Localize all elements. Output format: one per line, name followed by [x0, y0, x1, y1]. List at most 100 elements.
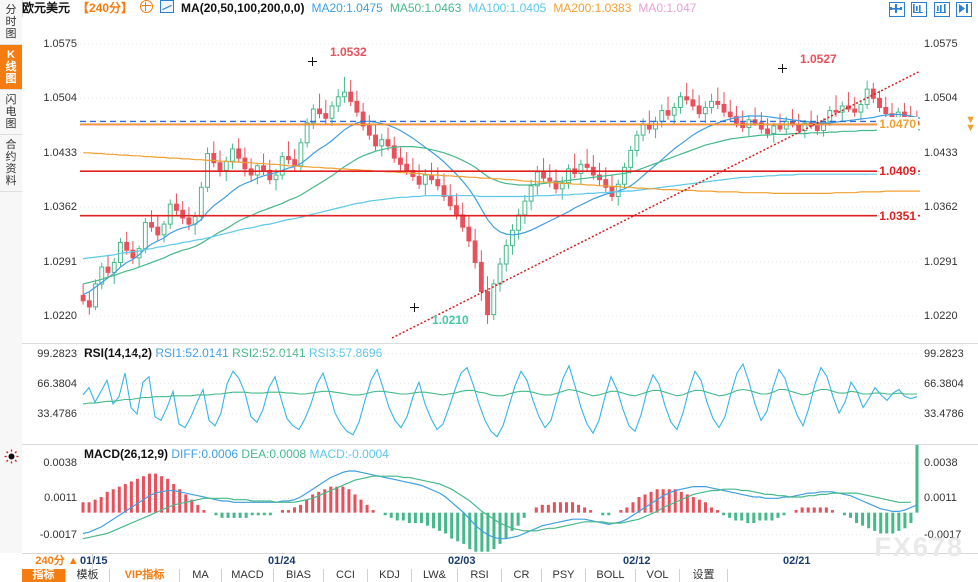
- pane-divider-1: [22, 343, 978, 344]
- toolbar-item-5[interactable]: BIAS: [274, 569, 324, 582]
- macd-axis-left: 0.0038 0.0011 -0.0017: [22, 445, 80, 553]
- toolbar-item-0[interactable]: 指标: [22, 569, 66, 582]
- sidebar-item-timeshare[interactable]: 分时图: [0, 0, 22, 45]
- axis-tick-label: 0.0011: [924, 492, 957, 505]
- fit-chart-icon[interactable]: [888, 2, 905, 17]
- rsi-axis-left: 99.2823 66.3804 33.4786: [22, 344, 80, 444]
- axis-tick-label: 1.0504: [924, 92, 958, 105]
- price-axis-left: 1.0575 1.0504 1.0433 1.0362 1.0291 1.0220: [22, 17, 80, 343]
- chart-tool-buttons: [887, 2, 972, 20]
- axis-tick-label: 1.0362: [43, 201, 77, 214]
- date-axis-label: 02/03: [448, 555, 476, 567]
- sidebar-item-label: K线图: [5, 49, 17, 85]
- toolbar-item-13[interactable]: VOL: [636, 569, 680, 582]
- sidebar-item-lightning[interactable]: 闪电图: [0, 90, 22, 135]
- toolbar-item-10[interactable]: CR: [502, 569, 542, 582]
- axis-tick-label: 1.0362: [924, 201, 958, 214]
- down-arrow-icon: ▼ ▼: [965, 114, 976, 135]
- left-sidebar: 分时图 K线图 闪电图 合约资料: [0, 0, 23, 553]
- price-axis-right: 1.0575 1.0504 1.0433 1.0362 1.0291 1.0220: [920, 17, 978, 343]
- sidebar-item-label: 分时图: [5, 4, 17, 40]
- macd-dea-value: DEA:0.0008: [241, 447, 307, 461]
- price-plot-area[interactable]: [80, 17, 920, 343]
- toolbar-item-7[interactable]: KDJ: [368, 569, 412, 582]
- axis-tick-label: 66.3804: [924, 377, 964, 390]
- marker-cross-icon: [778, 64, 787, 73]
- rsi-title: RSI(14,14,2): [84, 346, 153, 360]
- rsi-plot-area[interactable]: [80, 344, 920, 444]
- axis-tick-label: 1.0220: [924, 310, 958, 323]
- axis-tick-label: 0.0038: [43, 457, 77, 470]
- marker-cross-icon: [308, 57, 317, 66]
- swing-low-label: 1.0210: [432, 313, 469, 327]
- level-price-tag: 1.0351: [877, 208, 918, 223]
- axis-tick-label: 1.0291: [43, 255, 77, 268]
- symbol-name: 欧元美元: [22, 1, 71, 15]
- crosshair-icon[interactable]: [140, 0, 154, 17]
- axis-tick-label: -0.0017: [924, 528, 962, 541]
- sidebar-item-kline[interactable]: K线图: [0, 45, 22, 90]
- date-axis-label: 01/15: [80, 555, 108, 567]
- watermark: FX678: [874, 532, 964, 562]
- chart-header-legend: 欧元美元 【240分】 MA(20,50,100,200,0,0) MA20:1.04…: [22, 0, 978, 17]
- macd-pane[interactable]: MACD(26,12,9) DIFF:0.0006 DEA:0.0008 MAC…: [22, 445, 978, 553]
- rsi3-value: RSI3:57.8696: [308, 346, 383, 360]
- toolbar-item-8[interactable]: LW&: [412, 569, 458, 582]
- swing-high-label: 1.0532: [330, 45, 367, 59]
- toolbar-item-2[interactable]: VIP指标: [110, 569, 180, 582]
- indicator-name: MA(20,50,100,200,0,0): [181, 1, 305, 15]
- toolbar-item-3[interactable]: MA: [180, 569, 222, 582]
- axis-tick-label: 1.0575: [924, 37, 958, 50]
- macd-plot-area[interactable]: [80, 445, 920, 553]
- toolbar-item-14[interactable]: 设置: [680, 569, 728, 582]
- sidebar-item-label: 合约资料: [5, 139, 17, 187]
- axis-tick-label: 0.0011: [44, 492, 77, 505]
- align-right-icon[interactable]: [933, 2, 950, 17]
- toolbar-item-9[interactable]: RSI: [458, 569, 502, 582]
- price-chart-pane[interactable]: 1.0575 1.0504 1.0433 1.0362 1.0291 1.0220 1.0…: [22, 17, 978, 343]
- current-price-tag: 1.0470: [877, 117, 918, 132]
- align-left-icon[interactable]: [911, 2, 928, 17]
- rsi-axis-right: 99.2823 66.3804 33.4786: [920, 344, 978, 444]
- axis-tick-label: -0.0017: [39, 528, 77, 541]
- rsi-pane[interactable]: RSI(14,14,2) RSI1:52.0141 RSI2:52.0141 R…: [22, 344, 978, 444]
- toolbar-item-6[interactable]: CCI: [324, 569, 368, 582]
- axis-tick-label: 33.4786: [37, 407, 77, 420]
- sidebar-item-label: 闪电图: [5, 94, 17, 130]
- sidebar-item-contract-info[interactable]: 合约资料: [0, 135, 22, 192]
- sun-icon[interactable]: [4, 449, 19, 464]
- macd-axis-right: 0.0038 0.0011 -0.0017: [920, 445, 978, 553]
- date-axis-label: 01/24: [268, 555, 296, 567]
- pane-divider-2: [22, 444, 978, 445]
- ma-indicator-icon[interactable]: [160, 0, 175, 17]
- toolbar-item-11[interactable]: PSY: [542, 569, 586, 582]
- axis-tick-label: 1.0433: [924, 146, 958, 159]
- axis-tick-label: 1.0575: [43, 37, 77, 50]
- macd-diff-value: DIFF:0.0006: [171, 447, 239, 461]
- ma200-value: MA200:1.0383: [553, 1, 632, 15]
- rsi2-value: RSI2:52.0141: [232, 346, 306, 360]
- rsi-legend: RSI(14,14,2) RSI1:52.0141 RSI2:52.0141 R…: [84, 346, 382, 360]
- scroll-right-icon[interactable]: [956, 2, 972, 17]
- toolbar-item-12[interactable]: BOLL: [586, 569, 636, 582]
- axis-tick-label: 1.0291: [924, 255, 958, 268]
- axis-tick-label: 1.0433: [43, 146, 77, 159]
- rsi1-value: RSI1:52.0141: [155, 346, 229, 360]
- axis-tick-label: 99.2823: [37, 347, 77, 360]
- ma100-value: MA100:1.0405: [468, 1, 547, 15]
- toolbar-item-4[interactable]: MACD: [222, 569, 274, 582]
- ma50-value: MA50:1.0463: [389, 1, 462, 15]
- macd-title: MACD(26,12,9): [84, 447, 169, 461]
- toolbar-item-1[interactable]: 模板: [66, 569, 110, 582]
- period-button[interactable]: 240分 ▲: [22, 553, 93, 569]
- macd-legend: MACD(26,12,9) DIFF:0.0006 DEA:0.0008 MAC…: [84, 447, 389, 461]
- macd-hist-value: MACD:-0.0004: [309, 447, 389, 461]
- ma0-value: MA0:1.047: [638, 1, 697, 15]
- axis-tick-label: 0.0038: [924, 457, 958, 470]
- indicator-toolbar: 指标 模板 VIP指标 MA MACD BIAS CCI KDJ LW& RSI CR PSY BOLL…: [0, 569, 978, 582]
- marker-cross-icon: [410, 303, 419, 312]
- swing-high-label: 1.0527: [800, 52, 837, 66]
- date-axis-label: 02/12: [623, 555, 651, 567]
- date-axis-label: 02/21: [783, 555, 811, 567]
